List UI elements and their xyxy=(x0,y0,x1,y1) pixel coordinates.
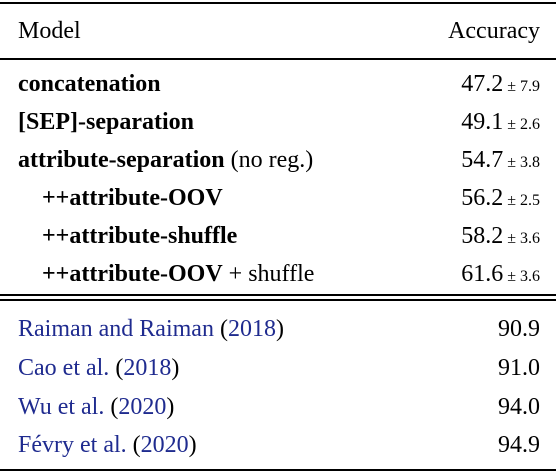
table-row: Raiman and Raiman (2018) 90.9 xyxy=(0,310,556,348)
accuracy-column-header: Accuracy xyxy=(448,18,540,44)
std-dev: ± 3.8 xyxy=(507,154,540,171)
citation-link[interactable]: Wu et al. xyxy=(18,394,105,420)
table-row: Wu et al. (2020) 94.0 xyxy=(0,388,556,426)
citation: Raiman and Raiman (2018) xyxy=(18,316,284,342)
header-rule xyxy=(0,58,556,60)
accuracy-value: 94.0 xyxy=(498,394,540,420)
model-name: ++attribute-OOV + shuffle xyxy=(42,261,315,287)
citation-link[interactable]: Raiman and Raiman xyxy=(18,316,214,342)
model-name: concatenation xyxy=(18,71,161,97)
accuracy-value: 94.9 xyxy=(498,432,540,458)
accuracy-value: 61.6 ± 3.6 xyxy=(461,261,540,287)
std-dev: ± 2.6 xyxy=(507,116,540,133)
citation-year-link[interactable]: 2018 xyxy=(123,355,172,381)
model-name: [SEP]-separation xyxy=(18,109,194,135)
citation-year-link[interactable]: 2018 xyxy=(227,316,276,342)
model-name: ++attribute-OOV xyxy=(42,185,223,211)
citation: Cao et al. (2018) xyxy=(18,355,180,381)
accuracy-value: 91.0 xyxy=(498,355,540,381)
accuracy-value: 90.9 xyxy=(498,316,540,342)
table-row: [SEP]-separation 49.1 ± 2.6 xyxy=(0,103,556,141)
table-row: Cao et al. (2018) 91.0 xyxy=(0,349,556,387)
citation-year-link[interactable]: 2020 xyxy=(140,432,189,458)
accuracy-value: 49.1 ± 2.6 xyxy=(461,109,540,135)
model-name: attribute-separation (no reg.) xyxy=(18,147,314,173)
table-row: concatenation 47.2 ± 7.9 xyxy=(0,65,556,103)
citation: Févry et al. (2020) xyxy=(18,432,197,458)
citation-link[interactable]: Févry et al. xyxy=(18,432,127,458)
std-dev: ± 3.6 xyxy=(507,230,540,247)
std-dev: ± 7.9 xyxy=(507,78,540,95)
model-name: ++attribute-shuffle xyxy=(42,223,238,249)
accuracy-value: 47.2 ± 7.9 xyxy=(461,71,540,97)
accuracy-value: 58.2 ± 3.6 xyxy=(461,223,540,249)
citation-year-link[interactable]: 2020 xyxy=(118,394,167,420)
double-rule-lower xyxy=(0,299,556,301)
table-row: attribute-separation (no reg.) 54.7 ± 3.8 xyxy=(0,141,556,179)
citation: Wu et al. (2020) xyxy=(18,394,175,420)
accuracy-value: 56.2 ± 2.5 xyxy=(461,185,540,211)
bottom-rule xyxy=(0,469,556,471)
table-row: ++attribute-OOV + shuffle 61.6 ± 3.6 xyxy=(0,255,556,293)
std-dev: ± 3.6 xyxy=(507,268,540,285)
header-row: Model Accuracy xyxy=(0,12,556,50)
model-column-header: Model xyxy=(18,18,81,44)
table-row: ++attribute-shuffle 58.2 ± 3.6 xyxy=(0,217,556,255)
citation-link[interactable]: Cao et al. xyxy=(18,355,110,381)
accuracy-value: 54.7 ± 3.8 xyxy=(461,147,540,173)
table-row: Févry et al. (2020) 94.9 xyxy=(0,426,556,464)
std-dev: ± 2.5 xyxy=(507,192,540,209)
table-row: ++attribute-OOV 56.2 ± 2.5 xyxy=(0,179,556,217)
double-rule-upper xyxy=(0,294,556,296)
top-rule xyxy=(0,2,556,4)
